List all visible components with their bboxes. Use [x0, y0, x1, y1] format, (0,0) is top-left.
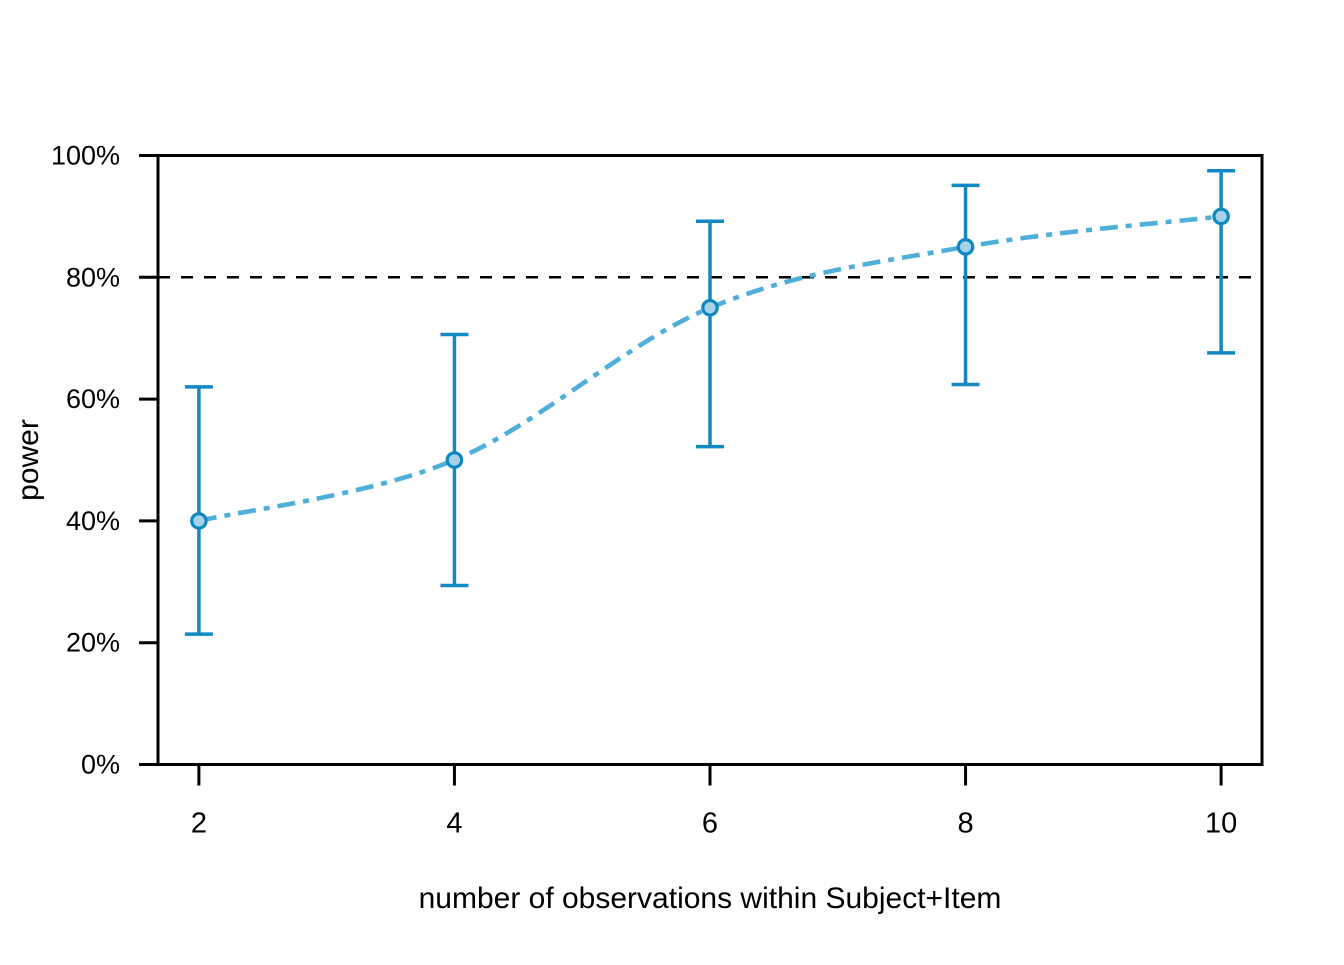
data-points-layer: [190, 207, 1230, 530]
x-axis-tick-label: 4: [446, 808, 462, 840]
x-axis-tick-label: 2: [191, 808, 207, 840]
error-bars-layer: [184, 168, 1236, 636]
y-axis-tick-label: 100%: [51, 141, 120, 171]
x-axis-tick-label: 10: [1205, 808, 1237, 840]
error-bar: [951, 183, 980, 387]
data-point: [190, 512, 208, 530]
error-bar: [696, 219, 724, 449]
x-axis-tick-label: 6: [702, 808, 718, 840]
data-point: [956, 238, 975, 256]
error-bar: [184, 385, 213, 636]
y-axis-tick-label: 0%: [81, 750, 120, 780]
x-axis-tick-label: 8: [957, 808, 973, 840]
y-axis-tick-label: 80%: [66, 262, 120, 292]
axes-layer: 0% 20% 40% 60% 80% 100% 2 4 6 8 10: [51, 141, 1264, 840]
y-axis-tick-label: 60%: [66, 384, 120, 414]
data-point: [445, 451, 464, 469]
y-axis-label: power: [12, 419, 45, 501]
data-point: [1212, 207, 1230, 226]
data-point: [701, 298, 719, 317]
error-bar: [1207, 168, 1236, 355]
y-axis-tick-label: 40%: [66, 506, 120, 536]
x-axis-label: number of observations within Subject+It…: [419, 882, 1002, 915]
y-axis-tick-label: 20%: [66, 628, 120, 658]
